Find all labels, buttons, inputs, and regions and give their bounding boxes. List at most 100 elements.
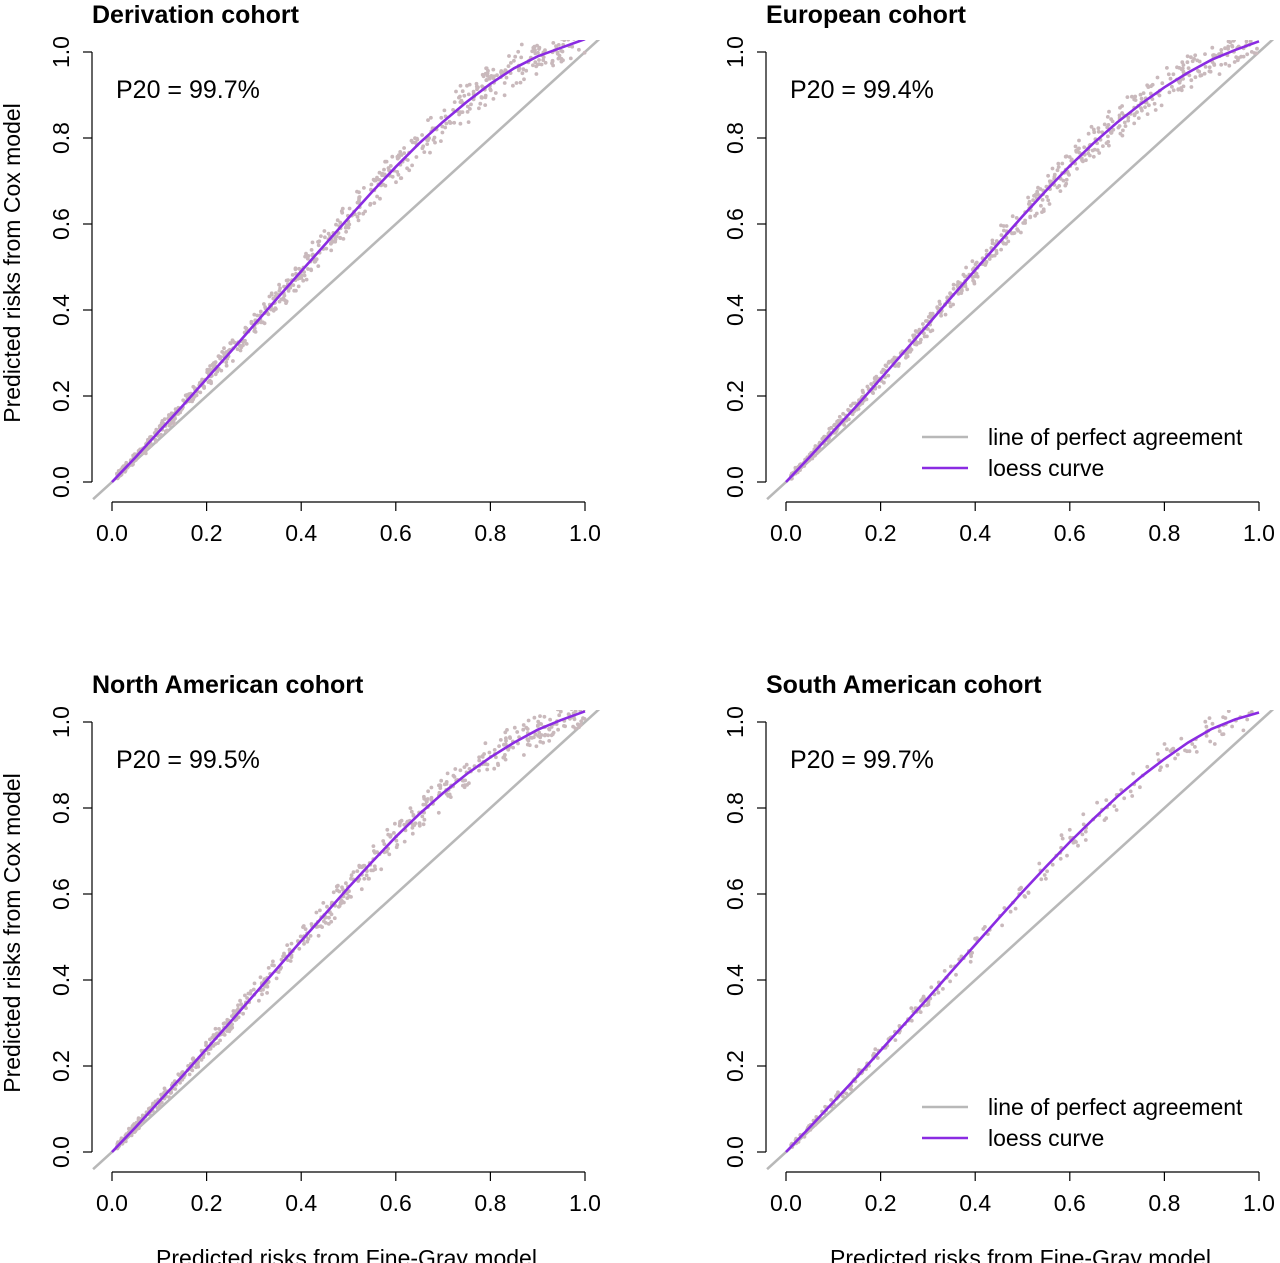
data-point <box>525 742 530 747</box>
data-point <box>309 248 314 252</box>
data-point <box>266 312 271 317</box>
data-point <box>554 44 558 48</box>
data-point <box>271 308 276 313</box>
data-point <box>1196 69 1200 73</box>
data-point <box>582 717 587 721</box>
data-point <box>209 379 213 384</box>
data-point <box>528 735 533 740</box>
data-point <box>1210 721 1215 726</box>
data-point <box>477 758 482 763</box>
data-point <box>1170 747 1175 752</box>
data-point <box>1133 94 1138 99</box>
data-point <box>375 177 379 182</box>
data-point <box>524 68 529 73</box>
data-point <box>436 810 441 815</box>
data-point <box>245 996 250 1000</box>
data-point <box>965 287 970 292</box>
data-point <box>316 933 321 938</box>
data-point <box>425 797 430 801</box>
data-point <box>963 274 967 279</box>
data-point <box>1033 192 1038 197</box>
data-point <box>559 59 564 64</box>
data-point <box>1203 52 1207 56</box>
data-point <box>570 44 575 49</box>
p20-annotation: P20 = 99.7% <box>790 746 934 774</box>
loess-curve <box>111 40 586 483</box>
data-point <box>873 1047 878 1052</box>
data-point <box>445 771 450 776</box>
data-point <box>154 427 159 432</box>
data-point <box>526 718 531 723</box>
data-point <box>382 167 386 172</box>
data-point <box>340 210 345 215</box>
data-point <box>1123 124 1128 128</box>
data-point <box>151 1101 155 1106</box>
data-point <box>1189 78 1194 83</box>
data-point <box>409 138 414 143</box>
x-tick-label: 0.2 <box>191 520 223 546</box>
data-point <box>547 739 552 743</box>
data-point <box>972 281 977 286</box>
data-point <box>928 315 933 320</box>
data-point <box>413 136 417 141</box>
data-point <box>1036 185 1040 190</box>
data-point <box>532 44 537 49</box>
data-point <box>559 28 563 32</box>
data-point <box>1230 724 1234 729</box>
data-point <box>274 291 278 295</box>
y-tick-label: 0.6 <box>48 878 74 910</box>
data-point <box>184 393 189 397</box>
x-axis-title: Predicted risks from Fine-Gray model <box>830 1245 1211 1263</box>
data-point <box>556 727 560 732</box>
data-point <box>1104 141 1109 146</box>
data-point <box>395 843 400 847</box>
data-point <box>583 694 587 698</box>
data-point <box>224 363 229 368</box>
x-tick-label: 0.8 <box>1148 1190 1180 1216</box>
data-point <box>884 364 889 369</box>
data-point <box>571 724 575 729</box>
data-point <box>306 267 310 271</box>
data-point <box>509 61 513 65</box>
data-point <box>829 425 834 430</box>
data-point <box>1250 27 1254 31</box>
data-point <box>1227 63 1232 68</box>
data-point <box>1004 224 1009 228</box>
panel-title: Derivation cohort <box>92 1 300 29</box>
data-point <box>917 327 922 332</box>
data-point <box>1176 87 1181 92</box>
data-point <box>1204 724 1209 729</box>
data-point <box>496 761 500 766</box>
data-point <box>333 239 338 244</box>
y-tick-label: 0.0 <box>722 466 748 498</box>
data-point <box>420 133 424 137</box>
plot-area <box>766 27 1275 501</box>
data-point <box>316 924 320 929</box>
data-point <box>1219 48 1224 52</box>
x-tick-label: 0.0 <box>96 1190 128 1216</box>
data-point <box>402 839 407 844</box>
data-point <box>228 341 233 345</box>
data-point <box>267 294 272 299</box>
data-point <box>491 67 496 72</box>
data-point <box>522 753 526 757</box>
data-point <box>491 97 496 101</box>
data-point <box>1001 224 1006 228</box>
data-point <box>425 142 430 147</box>
y-tick-label: 0.6 <box>722 208 748 240</box>
data-point <box>397 155 401 160</box>
data-point <box>1244 40 1249 44</box>
data-point <box>1148 91 1153 96</box>
data-point <box>402 822 407 827</box>
agreement-line <box>92 40 601 501</box>
data-point <box>411 813 416 817</box>
data-point <box>551 41 556 45</box>
data-point <box>936 990 941 995</box>
data-point <box>1047 202 1052 206</box>
data-point <box>1245 717 1250 722</box>
data-point <box>347 206 352 211</box>
legend-label: line of perfect agreement <box>988 424 1243 450</box>
agreement-line <box>766 40 1275 501</box>
data-point <box>351 870 356 874</box>
data-point <box>325 904 329 909</box>
